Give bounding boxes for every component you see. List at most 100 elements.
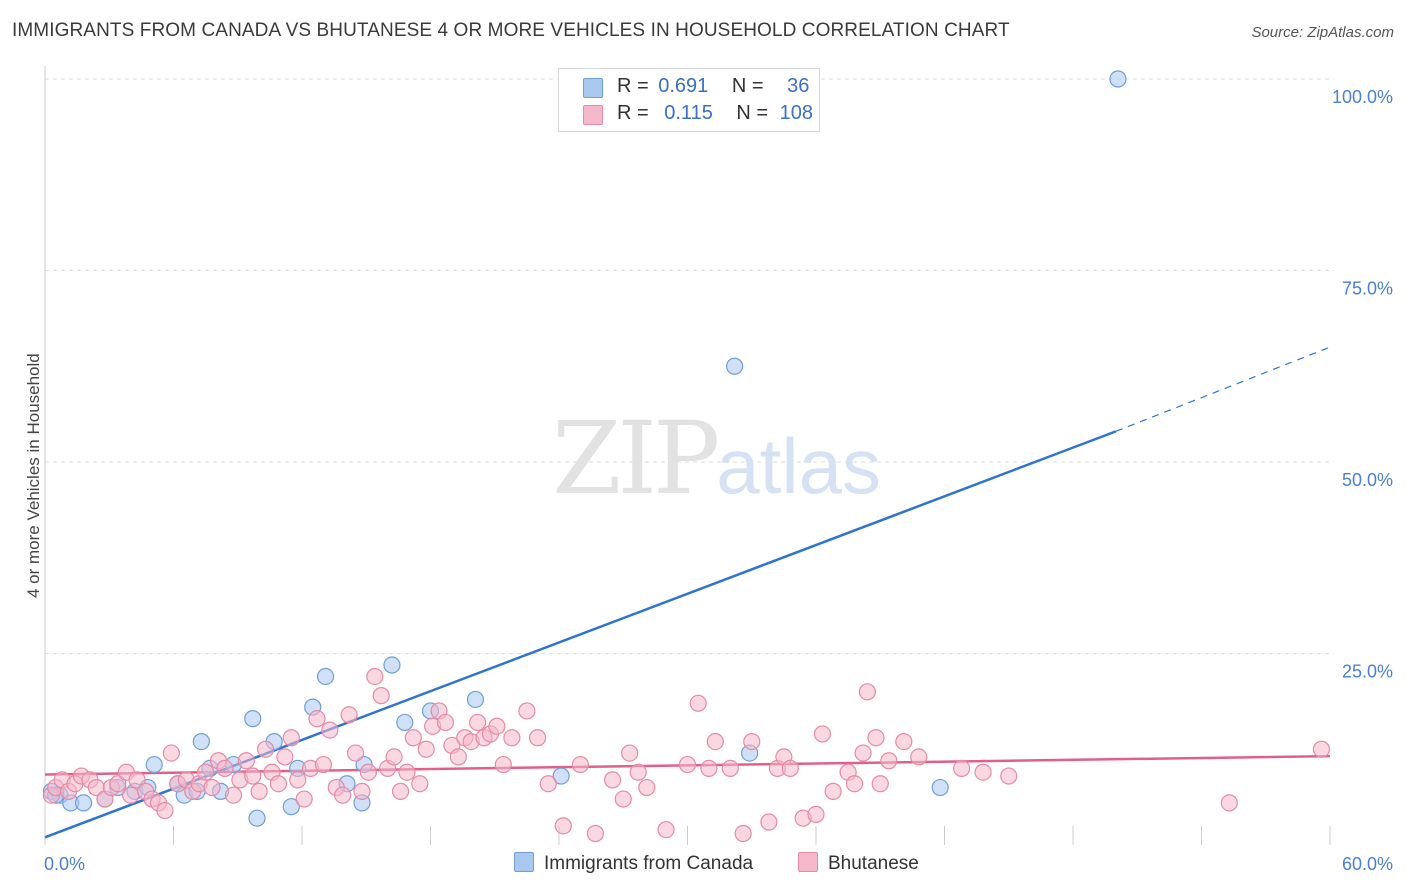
legend-n-label: N =	[731, 75, 764, 97]
bhutanese-point	[250, 782, 268, 800]
bhutanese-point	[614, 790, 632, 808]
canada-point	[192, 732, 210, 751]
bhutanese-point	[366, 667, 384, 686]
bhutanese-point	[353, 782, 371, 800]
legend-swatch-canada	[583, 78, 603, 98]
canada-point	[74, 794, 93, 812]
bhutanese-point	[269, 775, 288, 793]
bhutanese-point	[813, 725, 832, 743]
bhutanese-point	[359, 763, 377, 781]
canada-point	[726, 357, 744, 375]
bhutanese-point	[895, 732, 913, 751]
bhutanese-point	[824, 782, 842, 800]
bhutanese-point	[621, 744, 639, 762]
bhutanese-point	[518, 702, 536, 720]
bhutanese-point	[706, 732, 724, 751]
bhutanese-point	[340, 706, 358, 724]
bhutanese-point	[1000, 767, 1018, 785]
bhutanese-point	[156, 801, 174, 820]
bhutanese-point	[122, 786, 140, 804]
bhutanese-point	[586, 824, 605, 843]
bhutanese-point	[854, 744, 872, 762]
bhutanese-point	[224, 786, 243, 804]
canada-point	[396, 713, 414, 732]
bhutanese-point	[128, 771, 146, 789]
canada-point	[244, 710, 262, 728]
bhutanese-point	[974, 763, 992, 781]
bhutanese-point	[398, 763, 416, 781]
bhutanese-point	[638, 778, 656, 797]
bhutanese-point	[216, 759, 234, 778]
bhutanese-point	[760, 813, 778, 831]
bhutanese-point	[689, 694, 707, 712]
legend-r-label: R =	[617, 75, 649, 97]
bhutanese-point	[554, 817, 572, 835]
bhutanese-point	[256, 740, 275, 758]
chart-title: IMMIGRANTS FROM CANADA VS BHUTANESE 4 OR…	[12, 20, 1010, 41]
bhutanese-point	[781, 759, 799, 778]
canada-point	[248, 809, 266, 827]
bottom-legend-swatch-canada	[514, 852, 534, 872]
canada-point	[1109, 70, 1127, 88]
bhutanese-point	[503, 729, 521, 747]
bhutanese-point	[494, 755, 512, 774]
legend-r-label: R =	[617, 102, 649, 124]
bhutanese-point	[391, 782, 410, 800]
y-tick-label: 100.0%	[1332, 87, 1393, 107]
legend-r-value: 0.691	[658, 75, 709, 97]
watermark-atlas: atlas	[716, 422, 882, 510]
bhutanese-point	[700, 759, 718, 778]
bhutanese-point	[1220, 794, 1238, 812]
bhutanese-point	[237, 752, 255, 770]
stats-legend: R = 0.691 N = 36 R = 0.115 N = 108	[558, 68, 820, 132]
bhutanese-point	[372, 687, 390, 705]
bhutanese-point	[109, 775, 127, 793]
bhutanese-point	[880, 752, 898, 770]
bhutanese-point	[321, 721, 339, 739]
canada-trend-line-extension	[1115, 346, 1331, 432]
canada-point	[383, 656, 401, 674]
bhutanese-point	[308, 710, 326, 728]
bhutanese-point	[603, 771, 622, 789]
bhutanese-point	[295, 790, 313, 808]
source-credit: Source: ZipAtlas.com	[1251, 24, 1394, 41]
bhutanese-point	[203, 778, 221, 797]
bhutanese-point	[953, 759, 971, 778]
bhutanese-point	[197, 763, 215, 781]
bhutanese-point	[244, 767, 262, 785]
bhutanese-point	[910, 748, 928, 766]
bhutanese-point	[449, 748, 467, 766]
bottom-legend-label-bhutanese: Bhutanese	[828, 853, 919, 874]
bhutanese-point	[282, 729, 300, 747]
bhutanese-point	[871, 775, 889, 793]
canada-point	[316, 667, 335, 686]
bhutanese-point	[629, 763, 647, 781]
y-tick-label: 25.0%	[1342, 662, 1393, 682]
x-tick-label: 60.0%	[1342, 854, 1393, 874]
bhutanese-point	[162, 744, 180, 762]
legend-n-value: 36	[787, 75, 810, 97]
bottom-legend-canada: Immigrants from Canada	[514, 852, 753, 875]
bhutanese-point	[657, 821, 675, 839]
bhutanese-point	[867, 729, 885, 747]
bhutanese-point	[488, 717, 506, 735]
bhutanese-point	[721, 759, 739, 778]
tick-layer: 25.0% 50.0% 75.0% 100.0% 0.0% 60.0%	[44, 87, 1393, 874]
canada-point	[466, 690, 485, 709]
grid-layer	[44, 66, 1334, 845]
bottom-legend-bhutanese: Bhutanese	[798, 852, 919, 875]
x-tick-label: 0.0%	[44, 854, 85, 874]
watermark: ZIPatlas	[552, 400, 881, 517]
bhutanese-point	[404, 729, 422, 747]
bhutanese-point	[845, 775, 864, 793]
legend-swatch-bhutanese	[583, 105, 603, 125]
bhutanese-point	[289, 771, 307, 789]
bhutanese-point	[276, 748, 294, 766]
bhutanese-point	[346, 744, 365, 762]
point-layer	[42, 70, 1331, 843]
bhutanese-point	[807, 805, 825, 823]
legend-r-value: 0.115	[664, 102, 713, 124]
bhutanese-point	[334, 786, 352, 804]
canada-point	[931, 778, 949, 797]
bhutanese-point	[1312, 740, 1331, 758]
